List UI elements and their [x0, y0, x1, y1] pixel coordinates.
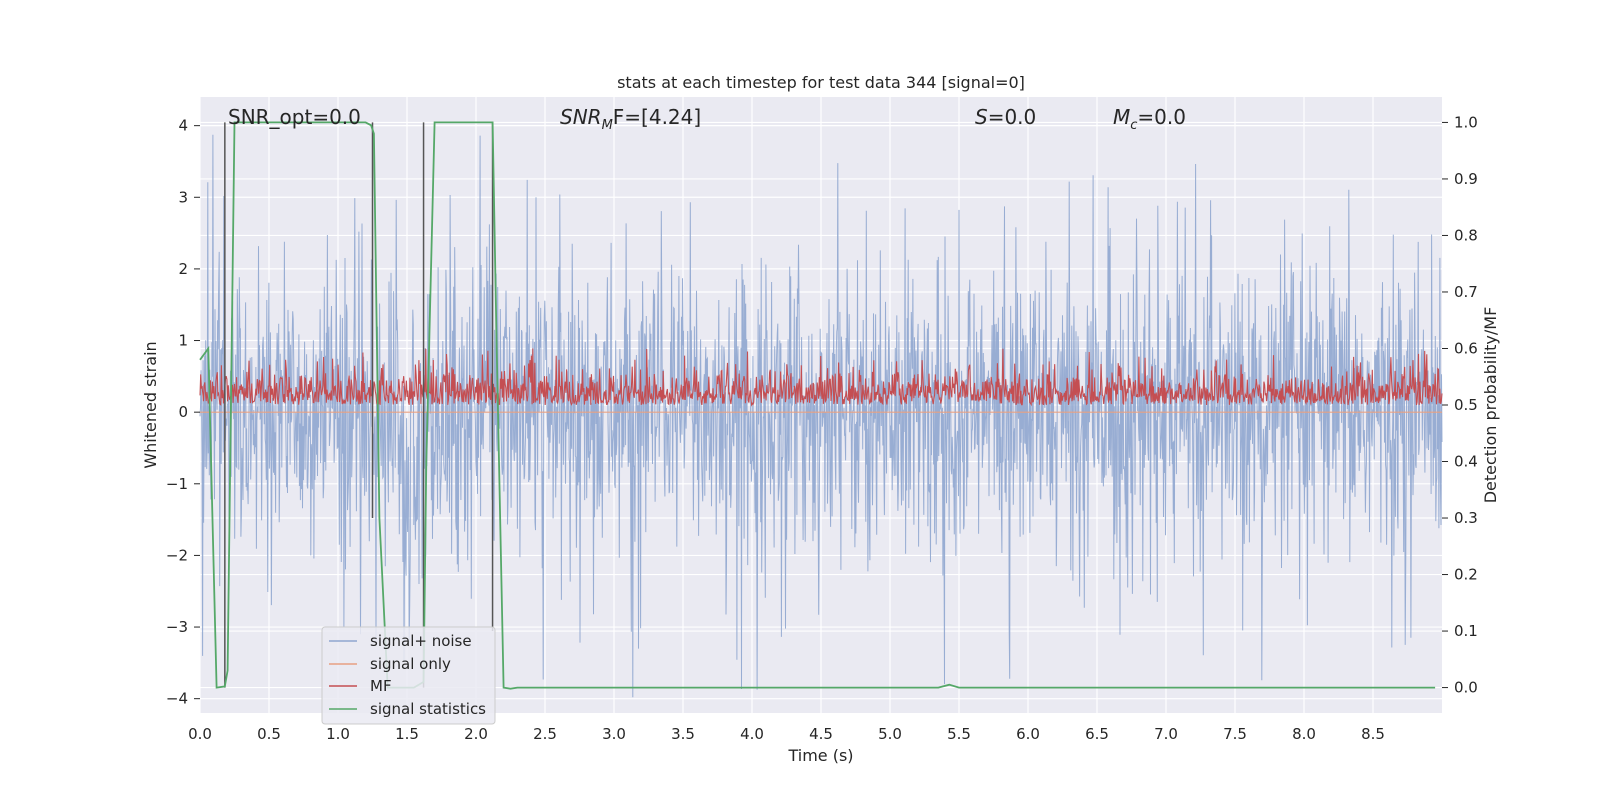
annotation-s-italic: S: [975, 105, 988, 129]
y2-tick-label: 0.8: [1454, 226, 1478, 244]
x-tick-label: 4.0: [740, 725, 764, 743]
legend-label-signal-only: signal only: [370, 655, 451, 673]
legend-label-mf: MF: [370, 677, 392, 695]
chart-title: stats at each timestep for test data 344…: [617, 73, 1025, 92]
annotation-snr-opt: SNR_opt=0.0: [228, 105, 361, 129]
x-tick-label: 6.5: [1085, 725, 1109, 743]
x-tick-label: 3.5: [671, 725, 695, 743]
annotation-mc-italic: M: [1113, 105, 1130, 129]
annotation-mc: Mc=0.0: [1113, 105, 1186, 133]
y-tick-label: 0: [178, 403, 188, 421]
x-tick-label: 6.0: [1016, 725, 1040, 743]
annotation-snr-mf-italic: SNR: [560, 105, 602, 129]
y-tick-label: −3: [166, 618, 188, 636]
y2-tick-label: 1.0: [1454, 113, 1478, 131]
y-axis-ticks: 4 3 2 1 0 −1 −2 −3 −4: [166, 117, 200, 708]
y-tick-label: 3: [178, 188, 188, 206]
y2-tick-label: 0.1: [1454, 622, 1478, 640]
x-tick-label: 8.5: [1361, 725, 1385, 743]
annotation-snr-mf: SNRMF=[4.24]: [560, 105, 701, 133]
x-tick-label: 5.5: [947, 725, 971, 743]
annotation-snr-mf-rest: F=[4.24]: [613, 105, 701, 129]
annotation-s-rest: =0.0: [988, 105, 1037, 129]
series-mf: [199, 348, 1443, 408]
y-axis-label: Whitened strain: [141, 341, 160, 468]
y-tick-label: 2: [178, 260, 188, 278]
series-signal-noise: [199, 134, 1443, 698]
y2-tick-label: 0.6: [1454, 339, 1478, 357]
y2-tick-label: 0.3: [1454, 509, 1478, 527]
x-tick-label: 1.5: [395, 725, 419, 743]
legend-box: [321, 626, 496, 725]
legend-label-signal-statistics: signal statistics: [370, 700, 486, 718]
x-tick-label: 2.0: [464, 725, 488, 743]
y2-tick-label: 0.4: [1454, 453, 1478, 471]
y-tick-label: 1: [178, 332, 188, 350]
y2-tick-label: 0.2: [1454, 566, 1478, 584]
x-tick-label: 7.5: [1223, 725, 1247, 743]
x-tick-label: 2.5: [533, 725, 557, 743]
x-tick-label: 7.0: [1154, 725, 1178, 743]
plot-area: [199, 121, 1443, 698]
y-tick-label: −1: [166, 475, 188, 493]
legend-label-signal-noise: signal+ noise: [370, 632, 472, 650]
x-tick-label: 3.0: [602, 725, 626, 743]
x-tick-label: 5.0: [878, 725, 902, 743]
annotation-mc-sub: c: [1130, 118, 1137, 133]
y2-tick-label: 0.5: [1454, 396, 1478, 414]
x-tick-label: 4.5: [809, 725, 833, 743]
x-tick-label: 0.5: [257, 725, 281, 743]
y-tick-label: −4: [166, 690, 188, 708]
y2-tick-label: 0.9: [1454, 170, 1478, 188]
y2-tick-label: 0.0: [1454, 679, 1478, 697]
y-tick-label: 4: [178, 117, 188, 135]
x-axis-label: Time (s): [787, 746, 853, 765]
series-signal-statistics: [199, 121, 1436, 690]
x-tick-label: 8.0: [1292, 725, 1316, 743]
y-tick-label: −2: [166, 546, 188, 564]
x-axis-ticks: 0.0 0.5 1.0 1.5 2.0 2.5 3.0 3.5 4.0 4.5 5.0 5.5 6.0 6…: [188, 725, 1385, 743]
x-tick-label: 0.0: [188, 725, 212, 743]
y2-axis-label: Detection probability/MF: [1481, 307, 1500, 504]
y2-tick-label: 0.7: [1454, 283, 1478, 301]
y2-axis-ticks: 1.0 0.9 0.8 0.7 0.6 0.5 0.4 0.3 0.2 0.1 0.0: [1442, 113, 1478, 697]
annotation-s: S=0.0: [975, 105, 1036, 129]
annotation-snr-mf-sub: M: [602, 118, 613, 133]
legend: signal+ noise signal only MF signal stat…: [321, 626, 496, 725]
x-tick-label: 1.0: [326, 725, 350, 743]
annotation-mc-rest: =0.0: [1137, 105, 1186, 129]
